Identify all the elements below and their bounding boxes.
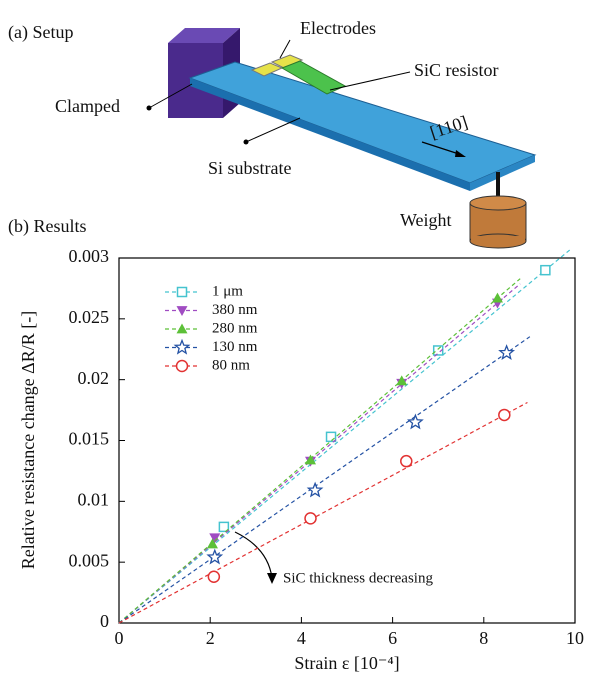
- weight-fill: [471, 236, 525, 241]
- marker: [498, 408, 511, 422]
- marker: [407, 413, 424, 430]
- marker: [498, 344, 516, 361]
- panel-label: (a) Setup: [8, 22, 73, 43]
- electrode: [270, 54, 304, 69]
- marker: [175, 359, 189, 373]
- label: Si substrate: [208, 158, 292, 178]
- marker: [207, 570, 221, 584]
- marker: [218, 521, 230, 533]
- annotation-arrow: [234, 531, 273, 579]
- label: Clamped: [55, 96, 120, 116]
- annotation: SiC thickness decreasing: [283, 570, 433, 586]
- x-tick-label: 0: [115, 628, 124, 648]
- x-tick-label: 4: [297, 628, 306, 648]
- y-tick-label: 0.015: [69, 429, 110, 449]
- label: Electrodes: [300, 18, 376, 38]
- y-tick-label: 0.02: [78, 368, 110, 388]
- sic-resistor: [280, 60, 347, 95]
- legend-label: 280 nm: [212, 320, 258, 336]
- marker: [432, 345, 444, 356]
- marker: [206, 548, 224, 565]
- weight-top: [469, 195, 527, 211]
- fit-line: [118, 248, 572, 624]
- legend-label: 80 nm: [212, 357, 250, 373]
- y-tick-label: 0.01: [78, 489, 110, 509]
- legend-label: 130 nm: [212, 339, 258, 355]
- y-tick-label: 0.003: [69, 246, 110, 266]
- legend-label: 1 μm: [212, 283, 243, 299]
- marker: [209, 533, 221, 544]
- leader: [148, 83, 193, 109]
- clamp-top: [168, 28, 240, 43]
- marker: [306, 481, 324, 498]
- marker: [400, 454, 413, 468]
- fit-line: [118, 401, 528, 624]
- x-tick-label: 6: [388, 628, 397, 648]
- marker: [396, 375, 408, 386]
- y-tick-label: 0.025: [69, 307, 110, 327]
- marker: [206, 538, 218, 549]
- leader: [279, 39, 291, 59]
- y-tick-label: 0.005: [69, 550, 110, 570]
- substrate-side: [470, 155, 535, 191]
- marker: [176, 286, 188, 298]
- marker: [176, 323, 188, 334]
- substrate-front: [190, 78, 470, 191]
- arrow: [421, 141, 463, 156]
- label: Weight: [400, 210, 452, 230]
- panel-label: (b) Results: [8, 216, 87, 237]
- x-tick-label: 2: [206, 628, 215, 648]
- label: SiC resistor: [414, 60, 499, 80]
- x-tick-label: 8: [479, 628, 488, 648]
- marker: [173, 338, 191, 355]
- annotation-arrowhead: [267, 573, 277, 584]
- marker: [325, 431, 337, 443]
- x-axis-label: Strain ε [10⁻⁴]: [294, 653, 399, 673]
- marker: [304, 512, 317, 525]
- legend-label: 380 nm: [212, 302, 258, 318]
- leader: [329, 71, 411, 91]
- plot-frame: [118, 257, 576, 624]
- x-tick-label: 10: [566, 628, 584, 648]
- marker: [305, 454, 317, 465]
- marker: [540, 264, 551, 276]
- arrowhead: [455, 150, 466, 157]
- marker: [176, 306, 188, 316]
- y-axis-label: Relative resistance change ΔR/R [-]: [18, 311, 38, 569]
- y-tick-label: 0: [100, 611, 109, 631]
- fit-line: [118, 283, 521, 624]
- marker: [491, 292, 503, 303]
- leader: [245, 117, 301, 143]
